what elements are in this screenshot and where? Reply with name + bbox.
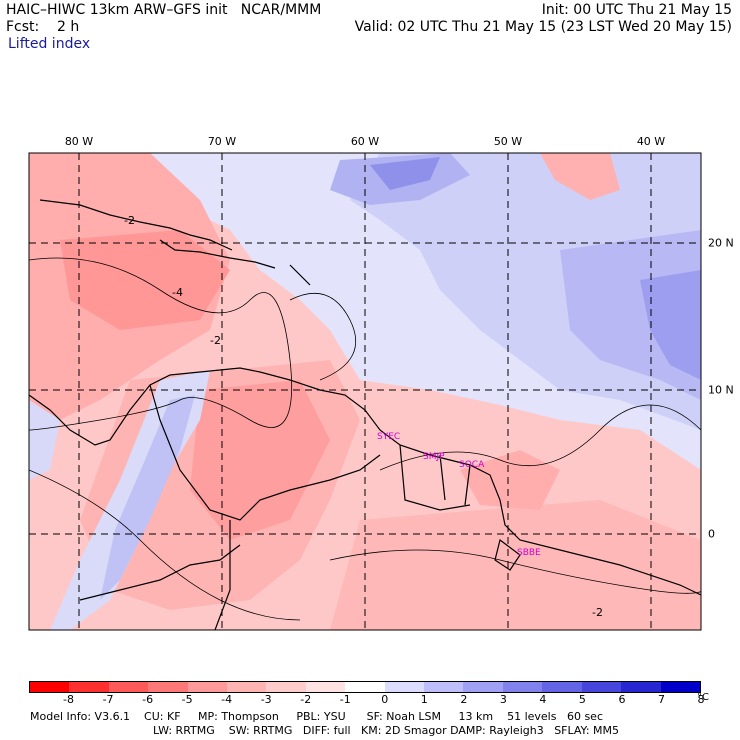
colorbar-swatch [502, 682, 543, 692]
contour-label: -2 [124, 214, 135, 227]
colorbar-swatch [227, 682, 267, 692]
colorbar-tick-label: 8 [697, 693, 705, 706]
coastlines [29, 199, 701, 630]
colorbar-tick-label: -8 [63, 693, 74, 706]
lon-label: 50 W [493, 135, 523, 148]
colorbar-swatch [108, 682, 149, 692]
colorbar-swatch [69, 682, 109, 692]
colorbar-tick-label: 1 [420, 693, 428, 706]
lon-label: 70 W [207, 135, 237, 148]
colorbar-tick-label: -3 [260, 693, 272, 706]
contour-label: -2 [210, 334, 221, 347]
colorbar-tick-label: 6 [618, 693, 626, 706]
station-label: SOCA [459, 460, 485, 470]
lat-label: 10 N [708, 383, 734, 397]
model-title: HAIC–HIWC 13km ARW–GFS init NCAR/MMM [6, 2, 322, 18]
lon-label: 80 W [64, 135, 94, 148]
colorbar-swatch [463, 682, 503, 692]
colorbar-tick-label: -2 [300, 693, 312, 706]
colorbar-swatch [621, 682, 661, 692]
lon-label: 60 W [350, 135, 380, 148]
colorbar [29, 681, 701, 693]
colorbar-tick-label: 4 [539, 693, 547, 706]
colorbar-tick-label: 0 [381, 693, 389, 706]
station-label: SYEC [377, 432, 401, 442]
colorbar-swatch [542, 682, 582, 692]
colorbar-tick-label: 5 [578, 693, 586, 706]
colorbar-tick-label: -7 [102, 693, 114, 706]
lifted-index-field [29, 153, 701, 630]
colorbar-swatch [148, 682, 188, 692]
lifted-index-contours [29, 257, 701, 621]
forecast-hour: Fcst: 2 h [6, 19, 80, 35]
map-frame [28, 152, 702, 631]
colorbar-tick-label: -4 [221, 693, 233, 706]
colorbar-tick-label: -1 [339, 693, 351, 706]
colorbar-swatch [660, 682, 700, 692]
colorbar-tick-label: 3 [499, 693, 507, 706]
variable-name: Lifted index [8, 36, 91, 52]
colorbar-swatch [30, 682, 70, 692]
station-label: SMJP [423, 452, 445, 462]
valid-time: Valid: 02 UTC Thu 21 May 15 (23 LST Wed … [354, 19, 732, 35]
colorbar-swatch [581, 682, 622, 692]
model-info-line1: Model Info: V3.6.1 CU: KF MP: Thompson P… [30, 710, 603, 723]
colorbar-tick-label: 2 [460, 693, 468, 706]
model-info-line2: LW: RRTMG SW: RRTMG DIFF: full KM: 2D Sm… [153, 724, 619, 737]
colorbar-tick-label: -6 [142, 693, 154, 706]
colorbar-swatch [424, 682, 464, 692]
colorbar-swatch [266, 682, 306, 692]
colorbar-swatch [345, 682, 385, 692]
colorbar-swatch [384, 682, 425, 692]
lon-label: 40 W [636, 135, 666, 148]
colorbar-unit: °C [697, 692, 709, 703]
station-label: SBBE [517, 548, 541, 558]
contour-label: -4 [172, 286, 183, 299]
contour-label: -2 [592, 606, 603, 619]
init-time: Init: 00 UTC Thu 21 May 15 [541, 2, 732, 18]
lat-label: 20 N [708, 236, 734, 250]
colorbar-tick-label: 7 [657, 693, 665, 706]
lat-label: 0 [708, 527, 715, 541]
graticule [29, 153, 701, 630]
colorbar-swatch [305, 682, 346, 692]
colorbar-swatch [187, 682, 228, 692]
contour-labels: -2 -4 -2 -2 [124, 214, 603, 619]
colorbar-tick-label: -5 [181, 693, 193, 706]
